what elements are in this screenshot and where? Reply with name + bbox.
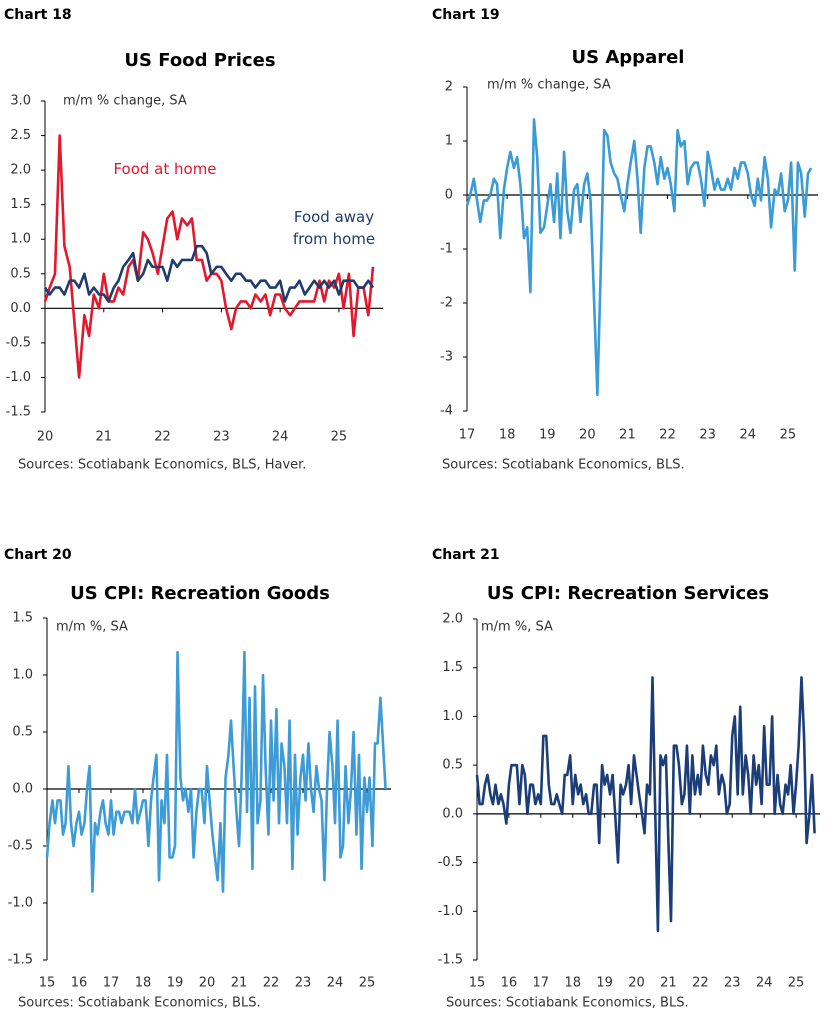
x-tick-label: 20 — [628, 976, 645, 991]
chart-label: Chart 19 — [432, 7, 500, 23]
y-tick-label: -2 — [440, 296, 453, 311]
y-tick-label: 0.5 — [12, 725, 33, 740]
x-tick-label: 18 — [499, 428, 516, 443]
x-tick-label: 22 — [659, 428, 676, 443]
y-tick-label: 0.0 — [442, 806, 463, 821]
y-tick-label: 1.5 — [10, 197, 31, 212]
y-tick-label: -1.5 — [438, 953, 463, 968]
x-tick-label: 18 — [564, 976, 581, 991]
x-tick-label: 25 — [788, 976, 805, 991]
x-tick-label: 25 — [780, 428, 797, 443]
x-tick-label: 24 — [740, 428, 757, 443]
x-tick-label: 19 — [167, 976, 184, 991]
source-note: Sources: Scotiabank Economics, BLS. — [18, 996, 261, 1011]
x-tick-label: 22 — [263, 976, 280, 991]
source-note: Sources: Scotiabank Economics, BLS, Have… — [18, 458, 306, 473]
y-tick-label: 1.0 — [10, 232, 31, 247]
y-tick-label: -1.0 — [6, 370, 31, 385]
y-tick-label: 2 — [445, 80, 453, 95]
x-tick-label: 20 — [199, 976, 216, 991]
y-tick-label: 0.0 — [10, 301, 31, 316]
x-tick-label: 22 — [154, 430, 171, 445]
chart-title: US CPI: Recreation Services — [487, 583, 769, 604]
x-tick-label: 21 — [660, 976, 677, 991]
x-tick-label: 16 — [71, 976, 88, 991]
x-tick-label: 21 — [231, 976, 248, 991]
y-tick-label: -1.5 — [8, 953, 33, 968]
chart-title: US Food Prices — [124, 50, 275, 71]
y-tick-label: -1.0 — [8, 896, 33, 911]
y-axis-label: m/m % change, SA — [487, 78, 611, 93]
chart-title: US Apparel — [572, 47, 685, 68]
x-tick-label: 20 — [579, 428, 596, 443]
x-tick-label: 23 — [699, 428, 716, 443]
x-tick-label: 21 — [619, 428, 636, 443]
chart-label: Chart 21 — [432, 547, 500, 563]
data-line — [43, 134, 375, 379]
x-tick-label: 21 — [96, 430, 113, 445]
y-tick-label: 1.5 — [442, 660, 463, 675]
chart-label: Chart 20 — [4, 547, 72, 563]
x-tick-label: 19 — [539, 428, 556, 443]
y-tick-label: -0.5 — [8, 839, 33, 854]
y-tick-label: 2.0 — [10, 163, 31, 178]
y-tick-label: -0.5 — [6, 335, 31, 350]
x-tick-label: 24 — [272, 430, 289, 445]
x-tick-label: 15 — [39, 976, 56, 991]
chart-label: Chart 18 — [4, 7, 72, 23]
y-tick-label: 2.5 — [10, 128, 31, 143]
y-tick-label: -1.5 — [6, 405, 31, 420]
y-axis-label: m/m %, SA — [481, 620, 553, 635]
x-tick-label: 25 — [359, 976, 376, 991]
y-tick-label: -3 — [440, 350, 453, 365]
data-line — [43, 244, 375, 303]
x-tick-label: 24 — [756, 976, 773, 991]
x-tick-label: 15 — [469, 976, 486, 991]
y-tick-label: -4 — [440, 404, 453, 419]
y-tick-label: 3.0 — [10, 94, 31, 109]
data-line — [465, 118, 813, 397]
series-annotation: Food at home — [113, 160, 217, 178]
data-line — [45, 650, 387, 893]
y-tick-label: 1.0 — [12, 668, 33, 683]
x-tick-label: 24 — [327, 976, 344, 991]
x-tick-label: 17 — [103, 976, 120, 991]
x-tick-label: 20 — [37, 430, 54, 445]
x-tick-label: 19 — [596, 976, 613, 991]
y-tick-label: 1.0 — [442, 709, 463, 724]
y-tick-label: 0 — [445, 188, 453, 203]
x-tick-label: 22 — [692, 976, 709, 991]
y-tick-label: 2.0 — [442, 612, 463, 627]
x-tick-label: 23 — [213, 430, 230, 445]
source-note: Sources: Scotiabank Economics, BLS. — [446, 996, 689, 1011]
x-tick-label: 18 — [135, 976, 152, 991]
y-tick-label: -1.0 — [438, 904, 463, 919]
source-note: Sources: Scotiabank Economics, BLS. — [442, 458, 685, 473]
chart-title: US CPI: Recreation Goods — [70, 583, 330, 604]
y-tick-label: 1 — [445, 134, 453, 149]
y-tick-label: -1 — [440, 242, 453, 257]
y-tick-label: -0.5 — [438, 855, 463, 870]
x-tick-label: 23 — [295, 976, 312, 991]
y-axis-label: m/m %, SA — [56, 620, 128, 635]
data-line — [475, 676, 816, 933]
y-axis-label: m/m % change, SA — [63, 94, 187, 109]
x-tick-label: 23 — [724, 976, 741, 991]
y-tick-label: 0.0 — [12, 782, 33, 797]
x-tick-label: 17 — [459, 428, 476, 443]
x-tick-label: 25 — [331, 430, 348, 445]
y-tick-label: 1.5 — [12, 611, 33, 626]
x-tick-label: 16 — [501, 976, 518, 991]
series-annotation: Food away from home — [292, 208, 376, 248]
y-tick-label: 0.5 — [442, 758, 463, 773]
y-tick-label: 0.5 — [10, 266, 31, 281]
x-tick-label: 17 — [533, 976, 550, 991]
